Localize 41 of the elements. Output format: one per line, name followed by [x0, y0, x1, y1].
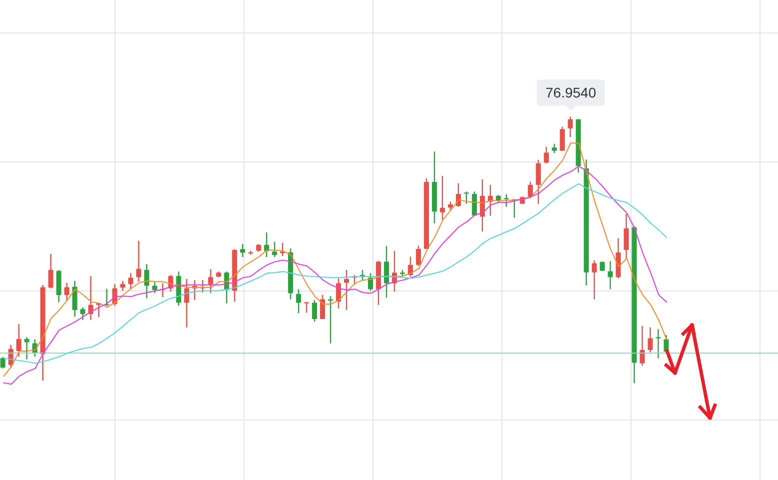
candlestick — [312, 299, 318, 322]
candlestick — [384, 245, 389, 298]
candlestick — [16, 323, 22, 358]
candlestick — [48, 253, 54, 289]
candlestick — [80, 306, 86, 321]
candlestick — [656, 328, 661, 359]
candlestick — [272, 241, 278, 258]
candlestick — [592, 260, 597, 300]
candlestick — [504, 194, 509, 208]
candlestick — [304, 302, 310, 314]
candlestick — [208, 268, 214, 294]
candlestick — [344, 269, 350, 311]
candlestick — [72, 280, 78, 318]
candlestick — [544, 146, 549, 164]
candlestick — [608, 260, 613, 290]
candlestick — [416, 245, 421, 267]
candlestick — [24, 336, 30, 360]
candlestick — [120, 280, 126, 292]
candlestick — [240, 243, 246, 258]
candlestick — [368, 272, 373, 292]
candlestick — [184, 278, 190, 328]
candlestick — [648, 326, 653, 353]
candlestick — [152, 282, 158, 294]
candlestick — [440, 175, 445, 220]
candlestick — [128, 272, 134, 290]
candlestick — [560, 126, 565, 152]
candlestick — [464, 190, 469, 204]
candlestick — [552, 143, 557, 154]
candlestick — [64, 282, 70, 302]
candlestick — [136, 240, 142, 282]
candlestick — [56, 269, 62, 303]
candlestick — [536, 159, 541, 204]
candlestick — [624, 213, 629, 260]
candlestick — [0, 356, 6, 369]
candlestick — [296, 288, 302, 314]
annotation: 76.9540 — [546, 84, 596, 101]
candlestick — [640, 325, 645, 366]
candlestick — [144, 263, 150, 299]
candlestick — [528, 181, 533, 199]
candlestick — [568, 116, 573, 138]
candlestick — [360, 269, 365, 281]
